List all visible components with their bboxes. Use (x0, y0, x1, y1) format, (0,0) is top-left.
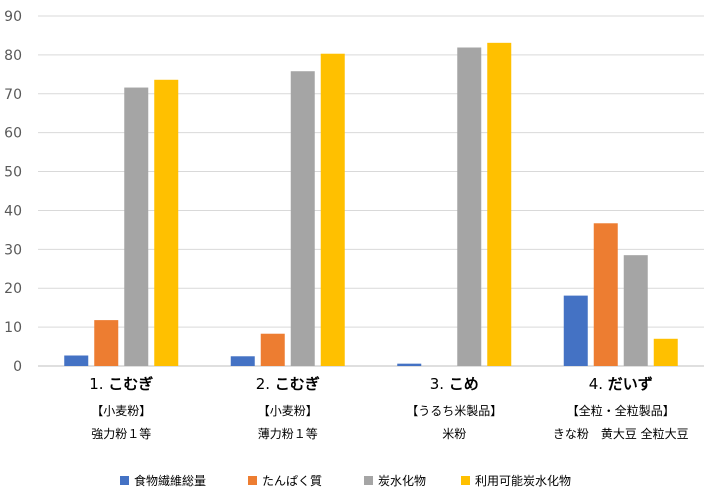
category-title: 1. こむぎ (89, 375, 153, 393)
y-tick-label: 70 (4, 87, 22, 103)
category-name: こむぎ (108, 375, 153, 393)
bar (563, 295, 588, 366)
category-title: 4. だいず (589, 375, 653, 393)
legend-swatch (461, 476, 470, 485)
legend-swatch (120, 476, 129, 485)
y-tick-label: 50 (4, 165, 22, 181)
category-group-label: 【小麦粉】 (258, 404, 318, 418)
bar (593, 223, 618, 366)
bar (397, 363, 422, 366)
y-axis-ticks: 0 10 20 30 40 50 60 70 80 90 (4, 9, 22, 375)
legend-label: 食物繊維総量 (134, 473, 206, 488)
bar (320, 53, 345, 366)
category-item-label: 強力粉１等 (91, 427, 151, 441)
category-title: 2. こむぎ (256, 375, 320, 393)
category-item-label: 米粉 (442, 427, 466, 441)
category-number: 1. (89, 375, 108, 393)
bar (154, 79, 179, 367)
category-name: だいず (608, 375, 653, 393)
bar (64, 355, 89, 366)
bar (260, 333, 285, 366)
category-number: 4. (589, 375, 608, 393)
y-tick-label: 10 (4, 320, 22, 336)
legend-swatch (248, 476, 257, 485)
category-number: 2. (256, 375, 275, 393)
category-group-label: 【小麦粉】 (91, 404, 151, 418)
bars (64, 42, 678, 367)
y-tick-label: 60 (4, 126, 22, 142)
category-number: 3. (430, 375, 449, 393)
category-item-label: 薄力粉１等 (258, 426, 318, 441)
legend-label: 炭水化物 (378, 474, 426, 488)
y-tick-label: 90 (4, 9, 22, 25)
category-group-label: 【全粒・全粒製品】 (567, 403, 675, 418)
y-tick-label: 40 (4, 203, 22, 219)
y-tick-label: 80 (4, 48, 22, 64)
category-item-label: きな粉 黄大豆 全粒大豆 (553, 426, 689, 441)
category-name: こむぎ (275, 375, 320, 393)
legend: 食物繊維総量 たんぱく質 炭水化物 利用可能炭水化物 (120, 473, 571, 488)
bar (290, 71, 315, 366)
category-group-label: 【うるち米製品】 (406, 404, 502, 418)
bar (124, 87, 149, 367)
x-axis-labels: 1. こむぎ【小麦粉】強力粉１等 2. こむぎ【小麦粉】薄力粉１等 3. こめ【うる… (89, 375, 688, 441)
gridlines (38, 15, 704, 367)
y-tick-label: 0 (13, 359, 22, 375)
y-tick-label: 30 (4, 242, 22, 258)
bar (457, 47, 482, 366)
category-title: 3. こめ (430, 375, 479, 393)
y-tick-label: 20 (4, 281, 22, 297)
bar (487, 42, 512, 366)
category-name: こめ (449, 375, 479, 393)
legend-swatch (364, 476, 373, 485)
bar (230, 356, 255, 366)
legend-label: たんぱく質 (262, 473, 322, 488)
legend-label: 利用可能炭水化物 (475, 474, 571, 488)
bar (94, 320, 119, 366)
bar (653, 338, 678, 366)
bar (623, 255, 648, 366)
